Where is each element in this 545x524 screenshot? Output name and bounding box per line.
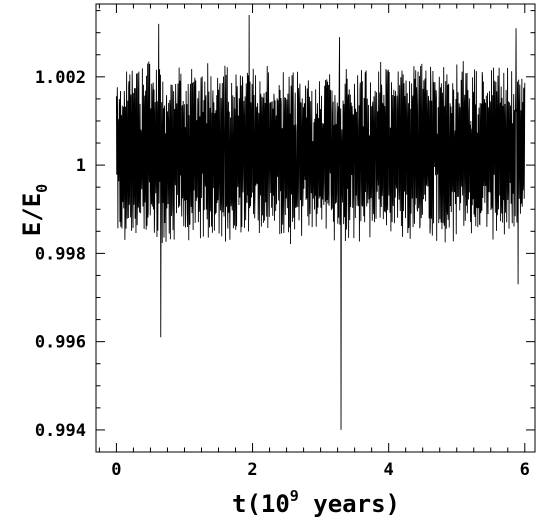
- y-tick-label: 1: [76, 156, 86, 176]
- plot-frame: [95, 3, 536, 453]
- axis-ticks: [96, 4, 535, 453]
- y-tick-label: 1.002: [35, 68, 86, 88]
- x-axis-title-superscript: 9: [290, 487, 299, 505]
- y-axis-title-main: E/E: [18, 193, 46, 236]
- y-axis-title: E/E0: [18, 184, 51, 236]
- x-tick-label: 6: [520, 460, 530, 480]
- x-tick-label: 0: [111, 460, 121, 480]
- axis-tick-labels: 0 2 4 6 0.994 0.996 0.998 1 1.002: [35, 68, 530, 480]
- x-axis-title-main: t(10: [232, 490, 290, 518]
- y-tick-label: 0.994: [35, 421, 86, 441]
- x-tick-label: 4: [384, 460, 394, 480]
- x-tick-label: 2: [247, 460, 257, 480]
- y-tick-label: 0.998: [35, 244, 86, 264]
- y-axis-title-subscript: 0: [33, 184, 51, 193]
- y-tick-label: 0.996: [35, 333, 86, 353]
- energy-ratio-series-line: [115, 15, 526, 430]
- x-axis-title-suffix: years): [299, 490, 400, 518]
- x-axis-title: t(109 years): [232, 487, 400, 518]
